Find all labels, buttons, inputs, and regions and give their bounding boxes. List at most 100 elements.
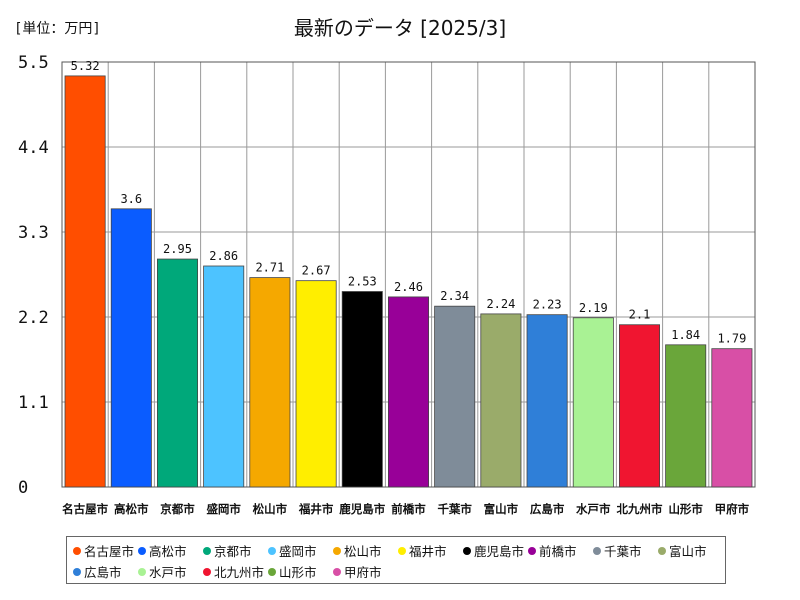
category-label: 千葉市	[437, 502, 472, 516]
legend-item: 松山市	[333, 541, 382, 560]
y-tick-label: 2.2	[18, 308, 49, 328]
data-label: 5.32	[71, 59, 100, 73]
bar	[711, 348, 753, 488]
y-tick-label: 4.4	[18, 138, 49, 158]
legend-marker	[73, 568, 81, 576]
legend-item: 盛岡市	[268, 541, 317, 560]
legend-item: 広島市	[73, 562, 122, 581]
data-label: 2.34	[440, 289, 469, 303]
legend-marker	[268, 568, 276, 576]
category-label: 名古屋市	[62, 502, 108, 516]
legend-label: 高松市	[149, 544, 187, 559]
bar	[295, 280, 337, 488]
legend-marker	[203, 547, 211, 555]
data-label: 2.67	[302, 264, 331, 278]
legend-label: 水戸市	[149, 565, 187, 580]
y-tick-label: 0	[18, 478, 28, 498]
data-label: 2.1	[629, 308, 651, 322]
legend-label: 千葉市	[604, 544, 642, 559]
legend-marker	[203, 568, 211, 576]
category-label: 盛岡市	[206, 502, 241, 516]
legend-marker	[138, 568, 146, 576]
legend-item: 甲府市	[333, 562, 382, 581]
data-label: 1.79	[717, 332, 746, 346]
legend-marker	[658, 547, 666, 555]
legend-label: 鹿児島市	[474, 544, 525, 559]
bar	[203, 265, 245, 488]
category-label: 山形市	[668, 502, 703, 516]
bar	[341, 291, 383, 488]
legend-label: 富山市	[669, 544, 707, 559]
legend-marker	[593, 547, 601, 555]
legend-label: 盛岡市	[279, 544, 317, 559]
bar	[619, 324, 661, 488]
y-tick-label: 3.3	[18, 223, 49, 243]
legend-item: 富山市	[658, 541, 707, 560]
legend-marker	[138, 547, 146, 555]
data-label: 2.46	[394, 280, 423, 294]
legend-marker	[398, 547, 406, 555]
data-label: 2.19	[579, 301, 608, 315]
data-label: 2.23	[533, 298, 562, 312]
bar	[572, 317, 614, 488]
bar	[665, 344, 707, 488]
chart-legend: 名古屋市 高松市 京都市 盛岡市 松山市 福井市 鹿児島市 前橋市 千葉市 富山市広島市 水戸市 北九…	[66, 536, 726, 584]
bar	[249, 277, 291, 488]
legend-item: 京都市	[203, 541, 252, 560]
legend-item: 北九州市	[203, 562, 264, 581]
unit-label: [単位：万円]	[14, 21, 101, 37]
bar	[434, 305, 476, 488]
legend-label: 京都市	[214, 544, 252, 559]
legend-item: 鹿児島市	[463, 541, 524, 560]
legend-label: 前橋市	[539, 544, 577, 559]
bar	[480, 313, 522, 488]
bar	[110, 208, 152, 488]
legend-item: 千葉市	[593, 541, 642, 560]
legend-label: 広島市	[84, 565, 122, 580]
data-label: 3.6	[120, 192, 142, 206]
legend-item: 高松市	[138, 541, 187, 560]
bar-chart: 0 1.1 2.2 3.3 4.4 5.5 5.32 名古屋市 3.6 高松市 2.95 京都市 2.8…	[18, 53, 756, 516]
bar	[526, 314, 568, 488]
legend-marker	[268, 547, 276, 555]
bar	[64, 75, 106, 488]
y-tick-label: 1.1	[18, 393, 49, 413]
legend-label: 甲府市	[344, 565, 382, 580]
data-label: 2.24	[486, 297, 515, 311]
data-label: 2.95	[163, 242, 192, 256]
legend-label: 山形市	[279, 565, 317, 580]
legend-item: 山形市	[268, 562, 317, 581]
legend-item: 前橋市	[528, 541, 577, 560]
category-label: 広島市	[530, 502, 565, 516]
legend-label: 福井市	[409, 544, 447, 559]
data-label: 2.71	[255, 261, 284, 275]
legend-item: 福井市	[398, 541, 447, 560]
legend-marker	[333, 568, 341, 576]
legend-marker	[463, 547, 471, 555]
legend-marker	[528, 547, 536, 555]
category-label: 京都市	[160, 502, 195, 516]
category-label: 鹿児島市	[339, 502, 385, 516]
category-label: 高松市	[114, 502, 149, 516]
legend-marker	[333, 547, 341, 555]
legend-marker	[73, 547, 81, 555]
bar	[156, 258, 198, 488]
legend-label: 北九州市	[214, 565, 265, 580]
category-label: 松山市	[253, 502, 288, 516]
legend-label: 松山市	[344, 544, 382, 559]
category-label: 甲府市	[715, 502, 750, 516]
data-label: 2.86	[209, 249, 238, 263]
category-label: 水戸市	[576, 502, 611, 516]
category-label: 富山市	[484, 502, 519, 516]
legend-item: 水戸市	[138, 562, 187, 581]
y-tick-label: 5.5	[18, 53, 49, 73]
data-label: 2.53	[348, 275, 377, 289]
chart-title: 最新のデータ [2025/3]	[293, 16, 507, 40]
category-label: 福井市	[298, 502, 334, 516]
legend-label: 名古屋市	[84, 544, 135, 559]
category-label: 前橋市	[391, 502, 426, 516]
bar	[387, 296, 429, 488]
category-label: 北九州市	[617, 502, 663, 516]
data-label: 1.84	[671, 328, 700, 342]
legend-item: 名古屋市	[73, 541, 134, 560]
